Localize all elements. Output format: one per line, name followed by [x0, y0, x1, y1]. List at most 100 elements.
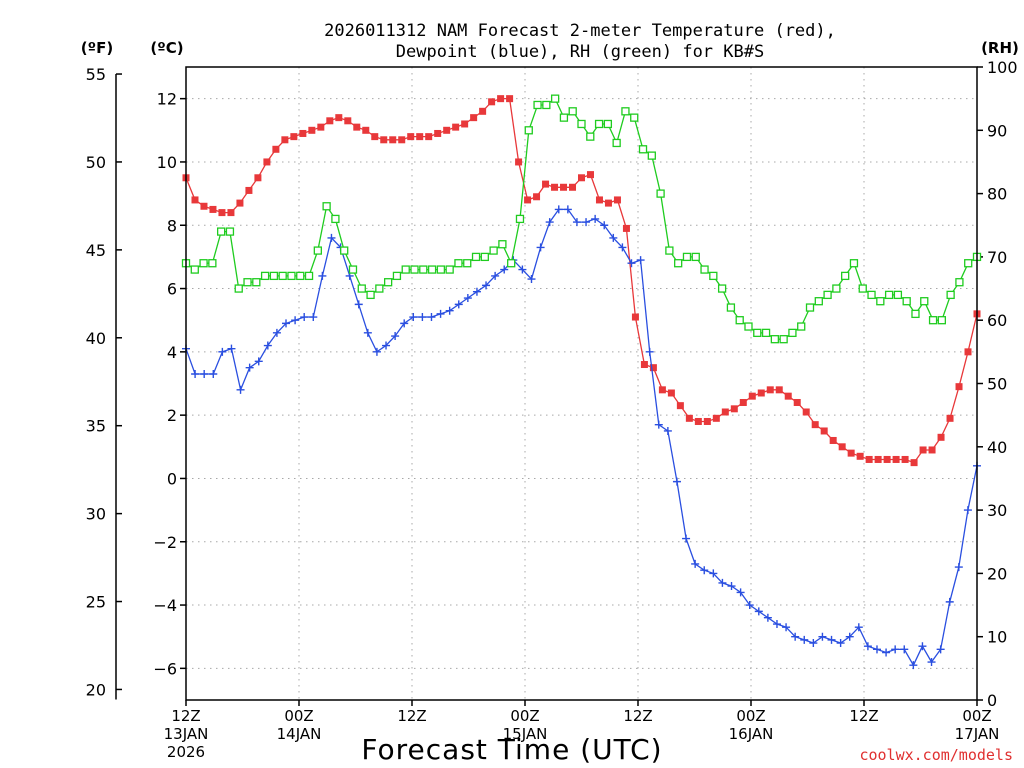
- celsius-axis: 12 10 8 6 4 2 0 −2 −4 −6: [153, 90, 186, 678]
- time-tick-label: 2026: [167, 743, 205, 761]
- rh-point: [577, 119, 586, 129]
- celsius-tick-label: 2: [167, 406, 177, 425]
- temperature-point: [326, 117, 334, 125]
- dewpoint-point: [963, 506, 972, 515]
- dewpoint-point: [482, 281, 491, 290]
- dewpoint-point: [709, 569, 718, 578]
- dewpoint-point: [518, 265, 527, 274]
- temperature-point: [227, 209, 235, 217]
- temperature-point: [667, 389, 675, 397]
- rh-point: [788, 328, 797, 338]
- dewpoint-point: [427, 313, 436, 322]
- temperature-point: [829, 436, 837, 444]
- rh-point: [603, 119, 613, 129]
- dewpoint-point: [600, 221, 609, 230]
- temperature-point: [308, 126, 316, 134]
- rh-point: [841, 271, 850, 281]
- rh-point: [753, 328, 762, 338]
- temperature-point: [353, 123, 361, 131]
- rh-point: [884, 290, 894, 300]
- rh-point: [190, 265, 199, 274]
- rh-point: [366, 290, 375, 300]
- dewpoint-point: [945, 597, 954, 606]
- temperature-point: [910, 459, 918, 467]
- dewpoint-point: [636, 256, 645, 265]
- dewpoint-point: [809, 639, 818, 648]
- rh-point: [225, 227, 235, 236]
- chart-title-line-1: 2026011312 NAM Forecast 2-meter Temperat…: [324, 21, 836, 41]
- dewpoint-point: [745, 601, 754, 610]
- dewpoint-point: [209, 370, 218, 379]
- temperature-point: [820, 427, 828, 435]
- temperature-point: [721, 408, 729, 416]
- fahrenheit-tick-label: 40: [86, 329, 106, 348]
- rh-point: [436, 265, 446, 274]
- rh-point: [674, 259, 683, 268]
- dewpoint-point: [936, 645, 945, 654]
- temperature-point: [434, 129, 442, 137]
- rh-point: [419, 265, 428, 274]
- rh-point: [656, 189, 665, 198]
- temperature-point: [685, 414, 693, 422]
- series-line-dewpoint: [185, 208, 978, 667]
- temperature-point: [775, 386, 783, 394]
- rh-point: [849, 259, 859, 268]
- dewpoint-point: [754, 607, 763, 616]
- temperature-point: [865, 455, 873, 463]
- rh-point: [744, 322, 753, 331]
- time-tick-label: 17JAN: [955, 725, 1000, 743]
- temperature-point: [389, 136, 397, 144]
- time-tick-label: 12Z: [397, 707, 426, 725]
- dewpoint-point: [536, 243, 545, 252]
- dewpoint-point: [245, 363, 254, 372]
- dewpoint-point: [618, 243, 627, 252]
- rh-point: [638, 145, 648, 154]
- dewpoint-point: [891, 645, 900, 654]
- temperature-point: [398, 136, 406, 144]
- dewpoint-point: [854, 623, 863, 632]
- temperature-point: [640, 361, 648, 369]
- rh-point: [357, 284, 366, 293]
- temperature-point: [209, 205, 217, 213]
- temperature-point: [236, 199, 244, 207]
- temperature-point: [263, 158, 271, 166]
- rh-point: [427, 265, 437, 274]
- dewpoint-point: [300, 313, 309, 322]
- rh-point: [568, 107, 577, 116]
- rh-tick-label: 100: [987, 58, 1018, 77]
- dewpoint-point: [218, 347, 227, 356]
- rh-point: [445, 265, 454, 274]
- rh-tick-label: 10: [987, 628, 1007, 647]
- rh-tick-label: 30: [987, 501, 1007, 520]
- temperature-point: [793, 398, 801, 406]
- celsius-tick-label: 10: [157, 153, 177, 172]
- time-tick-label: 14JAN: [277, 725, 322, 743]
- time-tick-label: 00Z: [284, 707, 313, 725]
- dewpoint-point: [191, 370, 200, 379]
- temperature-point: [344, 117, 352, 125]
- rh-point: [761, 328, 771, 338]
- rh-point: [964, 259, 973, 268]
- temperature-point: [560, 183, 568, 191]
- dewpoint-point: [282, 319, 291, 328]
- dewpoint-point: [236, 385, 245, 394]
- fahrenheit-tick-label: 50: [86, 153, 106, 172]
- dewpoint-point: [227, 344, 236, 353]
- rh-point: [322, 202, 331, 211]
- dewpoint-point: [318, 271, 327, 280]
- dewpoint-point: [418, 313, 427, 322]
- rh-point: [304, 271, 314, 281]
- dewpoint-point: [436, 309, 445, 318]
- series-rh: [181, 94, 982, 344]
- rh-point: [260, 271, 270, 281]
- rh-point: [269, 271, 279, 281]
- temperature-point: [281, 136, 289, 144]
- temperature-point: [488, 98, 496, 106]
- temperature-point: [578, 174, 585, 182]
- temperature-point: [452, 123, 460, 131]
- temperature-point: [766, 386, 774, 394]
- temperature-point: [524, 196, 532, 204]
- dewpoint-point: [845, 632, 854, 641]
- dewpoint-point: [582, 218, 591, 227]
